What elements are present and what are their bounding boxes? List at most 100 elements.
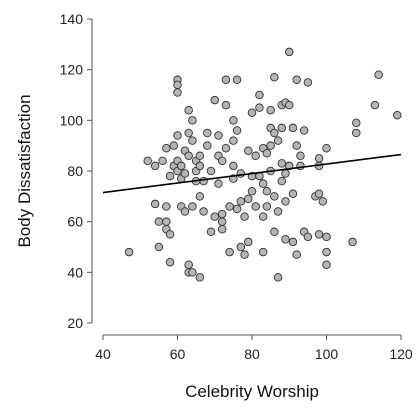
data-point: [270, 128, 279, 138]
data-point: [217, 209, 227, 219]
data-point: [214, 131, 223, 140]
data-points: [124, 47, 402, 282]
data-point: [277, 176, 287, 186]
data-point: [296, 151, 305, 161]
data-point: [322, 232, 331, 242]
data-point: [188, 268, 197, 277]
data-point: [285, 47, 294, 57]
data-point: [244, 146, 253, 155]
data-point: [251, 202, 260, 211]
data-point: [195, 192, 205, 201]
y-tick-label: 20: [67, 315, 83, 331]
data-point: [288, 237, 298, 247]
data-point: [281, 197, 290, 206]
data-point: [203, 128, 212, 138]
data-point: [217, 225, 227, 234]
data-point: [393, 111, 402, 120]
data-point: [348, 237, 357, 247]
data-point: [225, 202, 234, 211]
regression-line: [102, 153, 402, 194]
y-tick-label: 140: [60, 11, 84, 27]
data-point: [217, 156, 227, 166]
x-axis: 40 60 80 100 120: [95, 334, 413, 362]
data-point: [292, 75, 301, 85]
data-point: [229, 116, 238, 125]
data-point: [150, 199, 160, 209]
data-point: [203, 141, 212, 150]
data-point: [158, 156, 167, 166]
data-point: [273, 207, 283, 216]
data-point: [244, 194, 253, 204]
data-point: [352, 128, 361, 138]
data-point: [165, 230, 175, 239]
data-point: [143, 156, 152, 166]
data-point: [232, 75, 242, 85]
data-point: [281, 235, 290, 244]
data-point: [232, 126, 242, 135]
data-point: [314, 154, 324, 163]
data-point: [195, 273, 205, 282]
data-point: [162, 143, 171, 153]
data-point: [314, 189, 324, 199]
data-point: [277, 159, 287, 168]
data-point: [244, 237, 253, 247]
data-point: [184, 105, 193, 115]
x-tick-label: 60: [170, 346, 186, 362]
data-point: [277, 123, 287, 133]
x-tick-label: 40: [95, 346, 111, 362]
data-point: [154, 217, 164, 226]
data-point: [236, 169, 246, 178]
data-point: [370, 100, 380, 110]
data-point: [173, 80, 182, 90]
data-point: [266, 105, 275, 115]
data-point: [162, 202, 171, 211]
data-point: [318, 197, 328, 206]
data-point: [188, 136, 197, 145]
data-point: [124, 247, 134, 257]
y-axis: 20 40 60 80 100 120 140: [60, 11, 93, 331]
data-point: [270, 192, 279, 201]
data-point: [258, 247, 268, 257]
data-point: [251, 151, 260, 161]
data-point: [229, 136, 238, 145]
data-point: [225, 247, 234, 257]
y-tick-label: 60: [67, 214, 83, 230]
data-point: [266, 141, 275, 150]
data-point: [240, 250, 249, 259]
data-point: [162, 217, 171, 226]
data-point: [188, 116, 197, 125]
data-point: [184, 151, 193, 161]
data-point: [270, 73, 279, 82]
y-tick-label: 40: [67, 264, 83, 280]
data-point: [262, 149, 272, 158]
data-point: [270, 227, 279, 237]
data-point: [229, 161, 238, 171]
data-point: [288, 189, 298, 199]
data-point: [303, 78, 313, 87]
data-point: [322, 260, 331, 269]
data-point: [210, 95, 219, 105]
data-point: [184, 260, 193, 269]
data-point: [322, 143, 331, 153]
data-point: [173, 88, 182, 97]
data-point: [262, 187, 272, 196]
y-tick-label: 100: [60, 112, 84, 128]
data-point: [281, 169, 290, 178]
data-point: [292, 141, 301, 150]
data-point: [217, 217, 227, 226]
trendline-group: [102, 153, 402, 194]
data-point: [176, 161, 186, 171]
y-axis-title: Body Dissatisfaction: [15, 94, 34, 247]
data-point: [206, 227, 216, 237]
data-point: [154, 242, 164, 252]
data-point: [165, 171, 175, 181]
data-point: [232, 204, 242, 214]
data-point: [303, 232, 313, 242]
data-point: [288, 123, 298, 133]
data-point: [184, 128, 193, 138]
x-tick-label: 100: [315, 346, 339, 362]
data-point: [236, 197, 246, 206]
x-tick-label: 120: [389, 346, 413, 362]
